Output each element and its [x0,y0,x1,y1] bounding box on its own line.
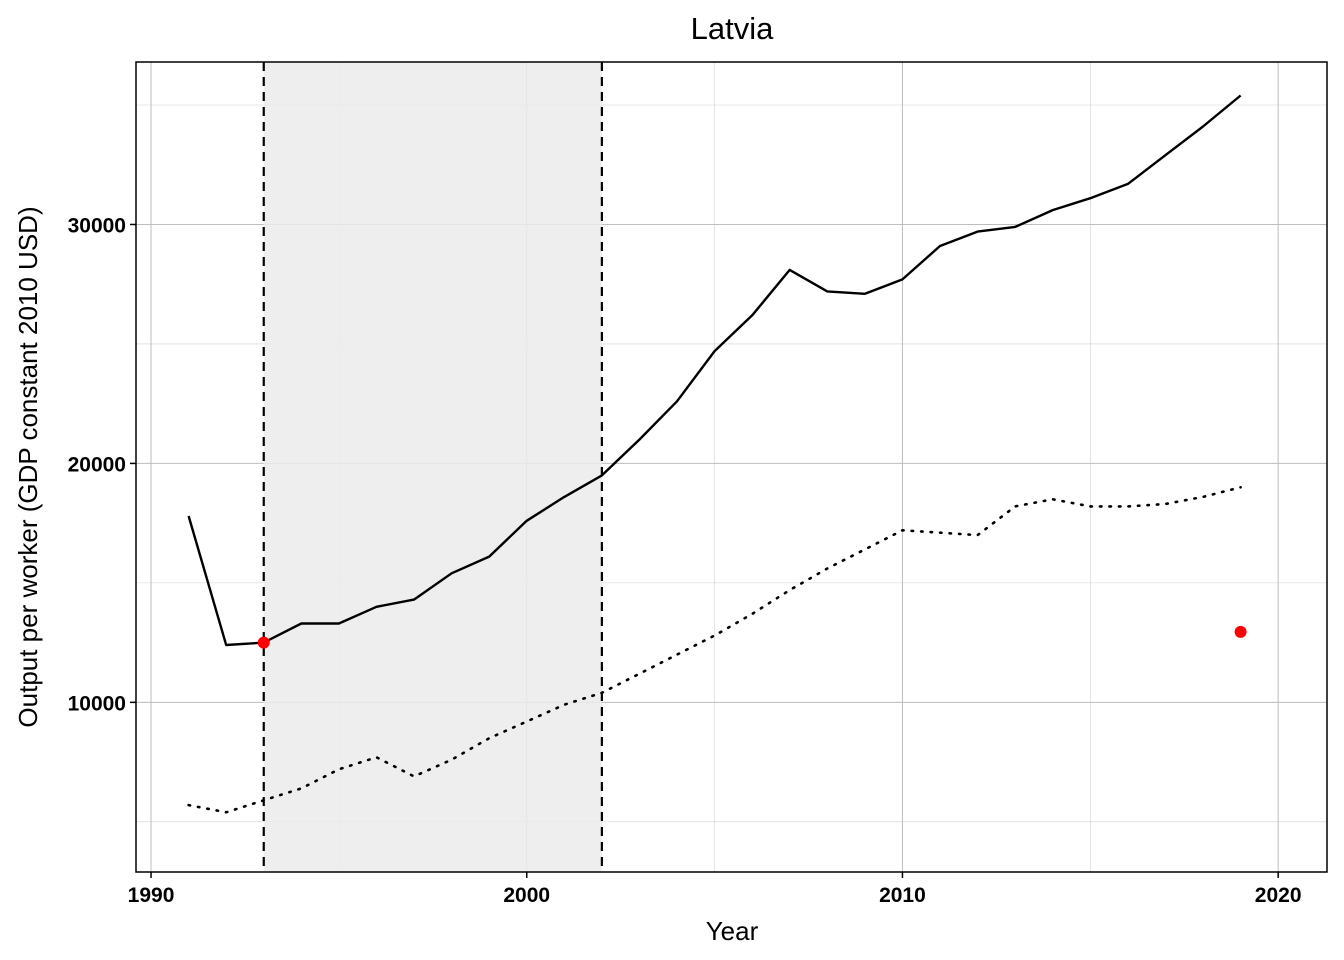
x-tick-label: 1990 [128,884,175,907]
y-tick-label: 20000 [68,453,126,476]
x-axis-title: Year [706,916,759,946]
shaded-period-layer [262,62,603,872]
x-axis: 1990 2000 2010 2020 [128,872,1302,907]
series-layer [187,94,1242,814]
highlight-point [1234,625,1247,638]
x-tick-label: 2020 [1255,884,1302,907]
highlight-point [257,636,270,649]
shaded-period [263,62,602,872]
y-tick-label: 10000 [68,692,126,715]
y-axis-title: Output per worker (GDP constant 2010 USD… [13,206,43,727]
chart-title: Latvia [691,11,774,46]
x-tick-label: 2000 [503,884,550,907]
marker-layer [257,625,1247,649]
plot-panel-border [135,61,1328,873]
series-line-solid [187,94,1242,647]
y-axis: 10000 20000 30000 [68,214,136,715]
x-tick-label: 2010 [879,884,926,907]
y-tick-label: 30000 [68,214,126,237]
